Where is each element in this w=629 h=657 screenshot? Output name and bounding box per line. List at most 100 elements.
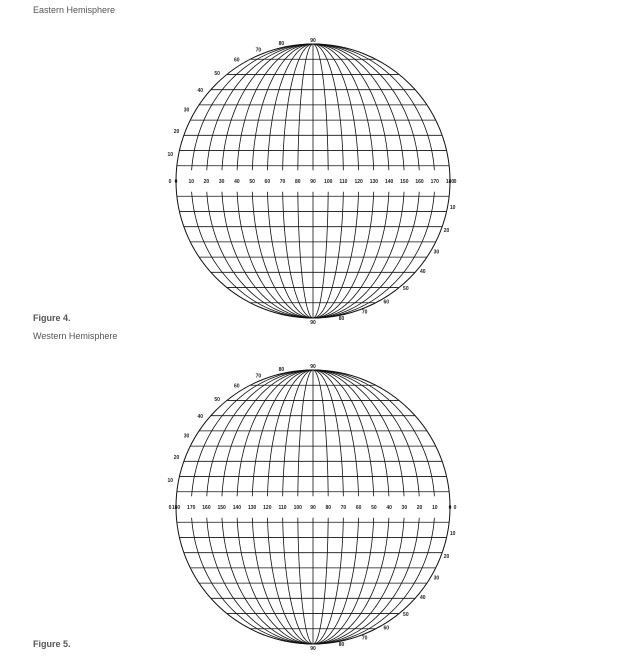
longitude-label: 90	[310, 505, 316, 511]
north-latitude-label: 70	[256, 47, 262, 53]
meridian-south	[312, 191, 344, 319]
longitude-label: 180	[172, 505, 181, 511]
longitude-label: 0	[175, 179, 178, 185]
longitude-label: 0	[449, 505, 452, 511]
meridian-north	[282, 43, 314, 171]
longitude-label: 40	[234, 179, 240, 185]
north-latitude-label: 70	[256, 373, 262, 379]
globe-lines	[175, 43, 451, 319]
meridian-north	[221, 369, 314, 497]
meridian-north	[312, 369, 420, 497]
meridian-north	[297, 369, 314, 497]
meridian-north	[191, 369, 314, 497]
south-latitude-label: 80	[339, 316, 345, 322]
north-latitude-label: 10	[168, 478, 174, 484]
meridian-north	[312, 43, 329, 171]
meridian-north	[312, 43, 390, 171]
meridian-south	[312, 191, 405, 319]
meridian-south	[206, 191, 314, 319]
north-pole-label: 90	[310, 364, 316, 370]
left-end-label: 0	[169, 505, 172, 511]
longitude-label: 50	[371, 505, 377, 511]
longitude-label: 50	[249, 179, 255, 185]
meridian-north	[251, 43, 314, 171]
longitude-label: 30	[402, 505, 408, 511]
north-latitude-label: 20	[174, 129, 180, 135]
meridian-north	[297, 43, 314, 171]
meridian-north	[312, 43, 405, 171]
longitude-label: 10	[432, 505, 438, 511]
longitude-label: 130	[370, 179, 379, 185]
globe-lines	[175, 369, 451, 645]
meridian-north	[191, 43, 314, 171]
meridian-south	[312, 517, 329, 645]
north-latitude-label: 30	[184, 434, 190, 440]
meridian-north	[312, 43, 420, 171]
western-hemisphere-heading: Western Hemisphere	[33, 331, 118, 341]
longitude-label: 150	[217, 505, 226, 511]
meridian-north	[282, 369, 314, 497]
south-latitude-label: 10	[450, 205, 456, 211]
left-end-label: 0	[169, 179, 172, 185]
eastern-hemisphere-heading: Eastern Hemisphere	[33, 5, 116, 15]
longitude-label: 160	[415, 179, 424, 185]
meridian-south	[221, 517, 314, 645]
north-latitude-label: 60	[234, 383, 240, 389]
longitude-label: 120	[263, 505, 272, 511]
meridian-north	[312, 369, 390, 497]
longitude-label: 100	[294, 505, 303, 511]
longitude-label: 80	[325, 505, 331, 511]
meridian-south	[236, 517, 314, 645]
meridian-south	[191, 517, 314, 645]
north-latitude-label: 60	[234, 57, 240, 63]
meridian-north	[206, 369, 314, 497]
meridian-south	[312, 517, 390, 645]
right-end-label: 0	[454, 179, 457, 185]
meridian-south	[267, 191, 314, 319]
north-latitude-label: 80	[279, 367, 285, 373]
south-latitude-label: 40	[420, 595, 426, 601]
longitude-label: 20	[204, 179, 210, 185]
north-latitude-label: 40	[197, 414, 203, 420]
south-latitude-label: 70	[362, 310, 368, 316]
meridian-south	[312, 517, 420, 645]
south-latitude-label: 60	[384, 626, 390, 632]
longitude-label: 60	[356, 505, 362, 511]
meridian-south	[282, 517, 314, 645]
longitude-label: 30	[219, 179, 225, 185]
meridian-south	[312, 517, 405, 645]
meridian-north	[312, 43, 344, 171]
meridian-south	[312, 191, 390, 319]
eastern-hemisphere-grid: 0 10 20 30 40 50 60 70 80 90 100 110 120 130 140 150 160…	[168, 38, 457, 326]
longitude-label: 160	[202, 505, 211, 511]
meridian-north	[221, 43, 314, 171]
meridian-south	[191, 191, 314, 319]
meridian-north	[312, 369, 359, 497]
meridian-north	[206, 43, 314, 171]
meridian-north	[251, 369, 314, 497]
meridian-south	[312, 517, 359, 645]
longitude-label: 110	[279, 505, 287, 511]
south-pole-label: 90	[310, 320, 316, 326]
south-pole-label: 90	[310, 646, 316, 652]
meridian-north	[236, 43, 314, 171]
meridian-south	[297, 191, 314, 319]
meridian-north	[312, 43, 435, 171]
south-latitude-label: 20	[444, 554, 450, 560]
south-latitude-label: 20	[444, 228, 450, 234]
western-hemisphere-grid: 180 170 160 150 140 130 120 110 100 90 80 70 60 50 40 3…	[168, 364, 457, 652]
longitude-label: 180	[446, 179, 455, 185]
meridian-south	[312, 191, 375, 319]
south-latitude-label: 30	[434, 250, 440, 256]
meridian-south	[206, 517, 314, 645]
meridian-north	[312, 369, 435, 497]
meridian-south	[312, 191, 329, 319]
right-end-label: 0	[454, 505, 457, 511]
meridian-south	[251, 191, 314, 319]
longitude-label: 110	[339, 179, 347, 185]
north-pole-label: 90	[310, 38, 316, 44]
meridian-south	[282, 191, 314, 319]
meridian-north	[267, 369, 314, 497]
meridian-south	[312, 517, 344, 645]
meridian-north	[236, 369, 314, 497]
